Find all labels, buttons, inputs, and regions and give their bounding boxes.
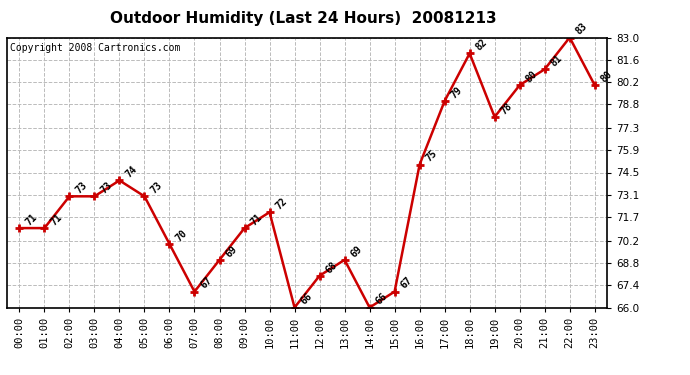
Text: 68: 68	[324, 260, 339, 275]
Text: 71: 71	[48, 212, 64, 227]
Text: 71: 71	[248, 212, 264, 227]
Text: 83: 83	[574, 21, 589, 37]
Text: 66: 66	[299, 291, 314, 307]
Text: 79: 79	[448, 85, 464, 100]
Text: 82: 82	[474, 37, 489, 52]
Text: 80: 80	[524, 69, 539, 84]
Text: 67: 67	[399, 276, 414, 291]
Text: 75: 75	[424, 148, 439, 164]
Text: Copyright 2008 Cartronics.com: Copyright 2008 Cartronics.com	[10, 43, 180, 53]
Text: 73: 73	[148, 180, 164, 195]
Text: 81: 81	[549, 53, 564, 69]
Text: 66: 66	[374, 291, 389, 307]
Text: 78: 78	[499, 101, 514, 116]
Text: 67: 67	[199, 276, 214, 291]
Text: 73: 73	[74, 180, 89, 195]
Text: 80: 80	[599, 69, 614, 84]
Text: 70: 70	[174, 228, 189, 243]
Text: 69: 69	[348, 244, 364, 259]
Text: 74: 74	[124, 164, 139, 180]
Text: Outdoor Humidity (Last 24 Hours)  20081213: Outdoor Humidity (Last 24 Hours) 2008121…	[110, 11, 497, 26]
Text: 71: 71	[23, 212, 39, 227]
Text: 73: 73	[99, 180, 114, 195]
Text: 72: 72	[274, 196, 289, 211]
Text: 69: 69	[224, 244, 239, 259]
